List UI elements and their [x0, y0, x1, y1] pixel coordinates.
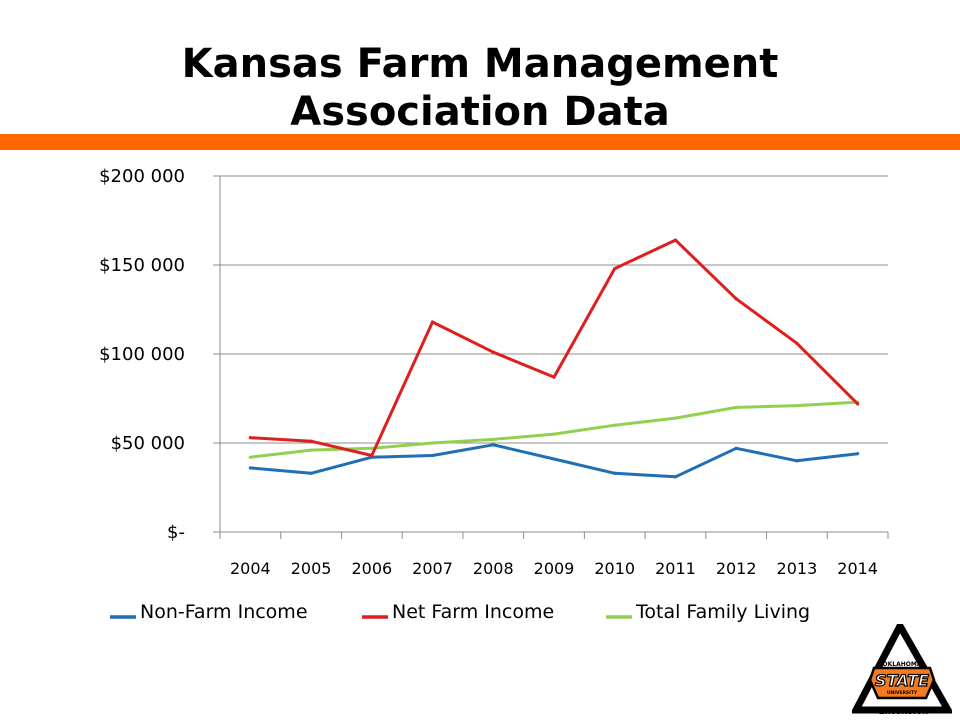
data-point	[370, 453, 374, 458]
data-point	[491, 350, 495, 354]
data-point	[248, 436, 252, 440]
data-point	[309, 439, 313, 443]
logo-text-bottom: Extension	[879, 707, 929, 716]
data-point	[613, 471, 617, 475]
series-lines	[248, 238, 860, 479]
data-point	[370, 446, 374, 450]
y-tick-label: $200 000	[99, 166, 185, 187]
data-point	[795, 459, 799, 463]
data-point	[491, 443, 495, 447]
data-point	[430, 441, 435, 445]
x-tick-label: 2014	[837, 559, 878, 578]
data-point	[552, 375, 556, 379]
x-tick-label: 2012	[716, 559, 757, 578]
y-tick-labels: $- $50 000 $100 000 $150 000 $200 000	[99, 166, 185, 543]
data-point	[795, 341, 799, 345]
x-tick-label: 2010	[594, 559, 635, 578]
x-tick-label: 2011	[655, 559, 696, 578]
data-point	[613, 423, 617, 427]
title-line-2: Association Data	[290, 89, 670, 135]
gridlines	[220, 175, 888, 444]
logo-text-main: STATE	[875, 671, 929, 690]
data-point	[673, 475, 678, 479]
legend-label: Non-Farm Income	[140, 601, 308, 623]
logo-text-small: UNIVERSITY	[887, 690, 918, 696]
y-tick-label: $100 000	[99, 344, 185, 365]
data-point	[309, 448, 313, 452]
data-point	[491, 437, 495, 442]
axes	[213, 175, 889, 539]
x-tick-label: 2004	[230, 559, 271, 578]
data-point	[552, 457, 556, 461]
legend: Non-Farm Income Net Farm Income Total Fami…	[110, 601, 810, 623]
x-tick-label: 2013	[777, 559, 818, 578]
data-point	[795, 404, 799, 408]
legend-label: Total Family Living	[635, 601, 810, 623]
series-line-net-farm-income	[250, 238, 859, 457]
x-tick-label: 2007	[412, 559, 453, 578]
title-line-1: Kansas Farm Management	[181, 41, 779, 87]
title-accent-bar	[0, 134, 960, 150]
data-point	[734, 297, 738, 301]
data-point	[856, 452, 860, 456]
slide-title: Kansas Farm Management Association Data	[0, 40, 960, 136]
data-point	[856, 402, 860, 406]
data-point	[309, 471, 313, 475]
y-tick-label: $150 000	[99, 255, 185, 276]
x-tick-label: 2008	[473, 559, 514, 578]
data-point	[248, 466, 252, 470]
data-point	[734, 446, 738, 450]
osu-extension-logo: OKLAHOMA STATE UNIVERSITY Extension	[852, 624, 952, 716]
data-point	[734, 405, 738, 409]
x-tick-labels: 2004 2005 2006 2007 2008 2009 2010 2011 2012 2013…	[230, 559, 878, 578]
x-tick-label: 2009	[534, 559, 575, 578]
legend-label: Net Farm Income	[392, 601, 554, 623]
x-tick-label: 2005	[291, 559, 332, 578]
data-point	[673, 238, 678, 242]
y-tick-label: $50 000	[111, 433, 185, 454]
data-point	[613, 266, 617, 271]
y-tick-label: $-	[167, 522, 185, 543]
x-tick-label: 2006	[351, 559, 392, 578]
data-point	[552, 432, 556, 436]
logo-text-top: OKLAHOMA	[883, 661, 922, 668]
data-point	[430, 453, 435, 458]
logo-shield	[868, 666, 936, 700]
data-point	[673, 416, 678, 420]
data-point	[430, 320, 435, 324]
data-point	[248, 455, 252, 459]
